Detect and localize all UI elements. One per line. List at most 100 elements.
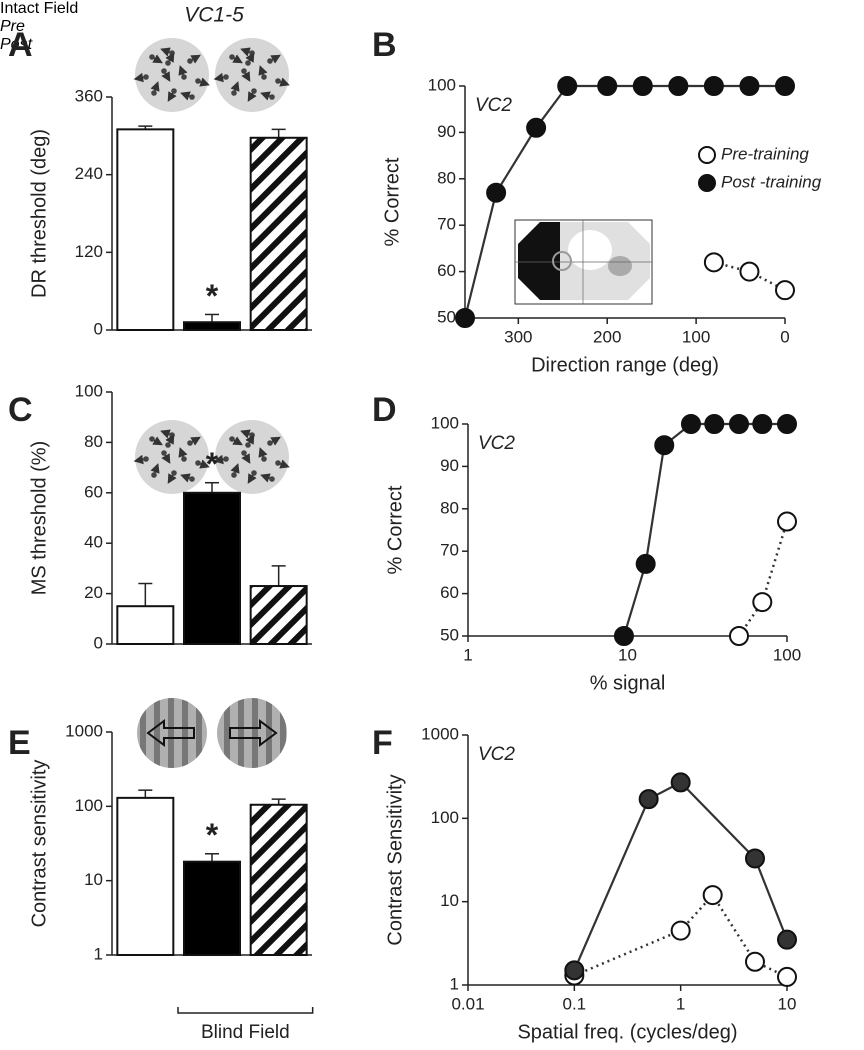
data-point <box>775 280 795 301</box>
significance-marker: * <box>206 278 219 314</box>
stimulus-dot <box>275 460 281 466</box>
y-axis-label: % Correct <box>381 157 403 246</box>
data-point <box>638 789 659 810</box>
panel-letter: A <box>8 26 33 64</box>
data-point <box>777 414 797 434</box>
data-point <box>597 76 618 96</box>
y-tick-label: 10 <box>84 870 103 889</box>
y-tick-label: 80 <box>437 168 456 187</box>
stimulus-dot <box>143 456 149 462</box>
bar <box>116 796 175 956</box>
data-point <box>613 626 634 646</box>
data-point <box>739 261 760 282</box>
panel-letter: B <box>372 26 397 64</box>
x-tick-label: Pre <box>0 18 25 35</box>
stimulus-dot <box>181 74 187 80</box>
y-tick-label: 20 <box>84 583 103 602</box>
stimulus-icon <box>217 698 287 768</box>
x-tick-label: 200 <box>593 327 621 346</box>
stimulus-dot <box>241 68 247 74</box>
stimulus-dot <box>231 472 237 478</box>
legend-marker <box>698 174 716 192</box>
y-tick-label: 10 <box>440 891 459 910</box>
stimulus-dot <box>251 470 257 476</box>
bar <box>116 128 175 331</box>
y-tick-label: 0 <box>94 319 103 338</box>
series-line <box>737 521 789 637</box>
x-tick-label: 300 <box>504 327 532 346</box>
y-tick-label: 70 <box>437 215 456 234</box>
y-axis-label: Contrast Sensitivity <box>384 774 406 945</box>
inset-field-map <box>514 219 653 305</box>
x-tick-label: 0.1 <box>563 994 587 1013</box>
data-point <box>702 885 723 906</box>
stimulus-dot <box>165 60 171 66</box>
stimulus-dot <box>161 450 167 456</box>
y-tick-label: 70 <box>440 541 459 560</box>
stimulus-dot <box>261 74 267 80</box>
data-point <box>680 414 701 434</box>
stimulus-dot <box>187 58 193 64</box>
panel-letter: F <box>372 724 393 762</box>
x-tick-label: 10 <box>618 645 637 664</box>
x-axis-label: Direction range (deg) <box>531 354 719 376</box>
data-point <box>670 772 691 793</box>
stimulus-dot <box>267 58 273 64</box>
stimulus-arrow <box>146 719 195 747</box>
data-point <box>703 76 724 96</box>
annotation: VC2 <box>478 433 515 454</box>
stimulus-dot <box>245 60 251 66</box>
y-tick-label: 100 <box>431 808 459 827</box>
stimulus-dot <box>171 88 177 94</box>
data-point <box>775 76 795 96</box>
x-tick-label: 0.01 <box>451 994 484 1013</box>
data-point <box>670 920 691 941</box>
stimulus-dot <box>165 442 171 448</box>
data-point <box>777 929 797 950</box>
y-tick-label: 100 <box>431 413 459 432</box>
stimulus-dot <box>195 78 201 84</box>
data-point <box>704 414 725 434</box>
x-tick-label: 1 <box>676 994 685 1013</box>
annotation: VC2 <box>478 744 515 765</box>
stimulus-dot <box>143 74 149 80</box>
stimulus-dot <box>229 54 235 60</box>
y-tick-label: 80 <box>84 432 103 451</box>
stimulus-dot <box>151 472 157 478</box>
y-tick-label: 50 <box>437 307 456 326</box>
y-axis-label: DR threshold (deg) <box>28 129 50 298</box>
data-point <box>632 76 653 96</box>
stimulus-dot <box>269 476 275 482</box>
data-point <box>728 626 749 646</box>
bar <box>249 585 308 645</box>
x-axis-label: Spatial freq. (cycles/deg) <box>517 1021 737 1043</box>
y-tick-label: 120 <box>75 242 103 261</box>
y-tick-label: 40 <box>84 533 103 552</box>
y-tick-label: 240 <box>75 164 103 183</box>
data-point <box>486 182 507 203</box>
bar <box>249 803 308 956</box>
bar <box>183 321 241 332</box>
x-tick-label: 100 <box>682 327 710 346</box>
stimulus-dot <box>223 74 229 80</box>
y-tick-label: 1000 <box>65 721 103 740</box>
data-point <box>728 414 749 434</box>
y-tick-label: 100 <box>75 796 103 815</box>
x-tick-label: Intact Field <box>0 0 79 17</box>
stimulus-dot <box>181 456 187 462</box>
y-tick-label: 90 <box>440 456 459 475</box>
data-point <box>777 966 797 987</box>
legend-label: Pre-training <box>721 144 809 163</box>
stimulus-dot <box>267 440 273 446</box>
y-tick-label: 1000 <box>421 724 459 743</box>
stimulus-dot <box>195 460 201 466</box>
y-tick-label: 360 <box>75 86 103 105</box>
stimulus-dot <box>245 442 251 448</box>
bar <box>249 136 308 331</box>
stimulus-icon <box>137 698 207 768</box>
stimulus-dot <box>261 456 267 462</box>
bar <box>183 491 241 645</box>
stimulus-dot <box>269 94 275 100</box>
bar <box>116 605 175 646</box>
